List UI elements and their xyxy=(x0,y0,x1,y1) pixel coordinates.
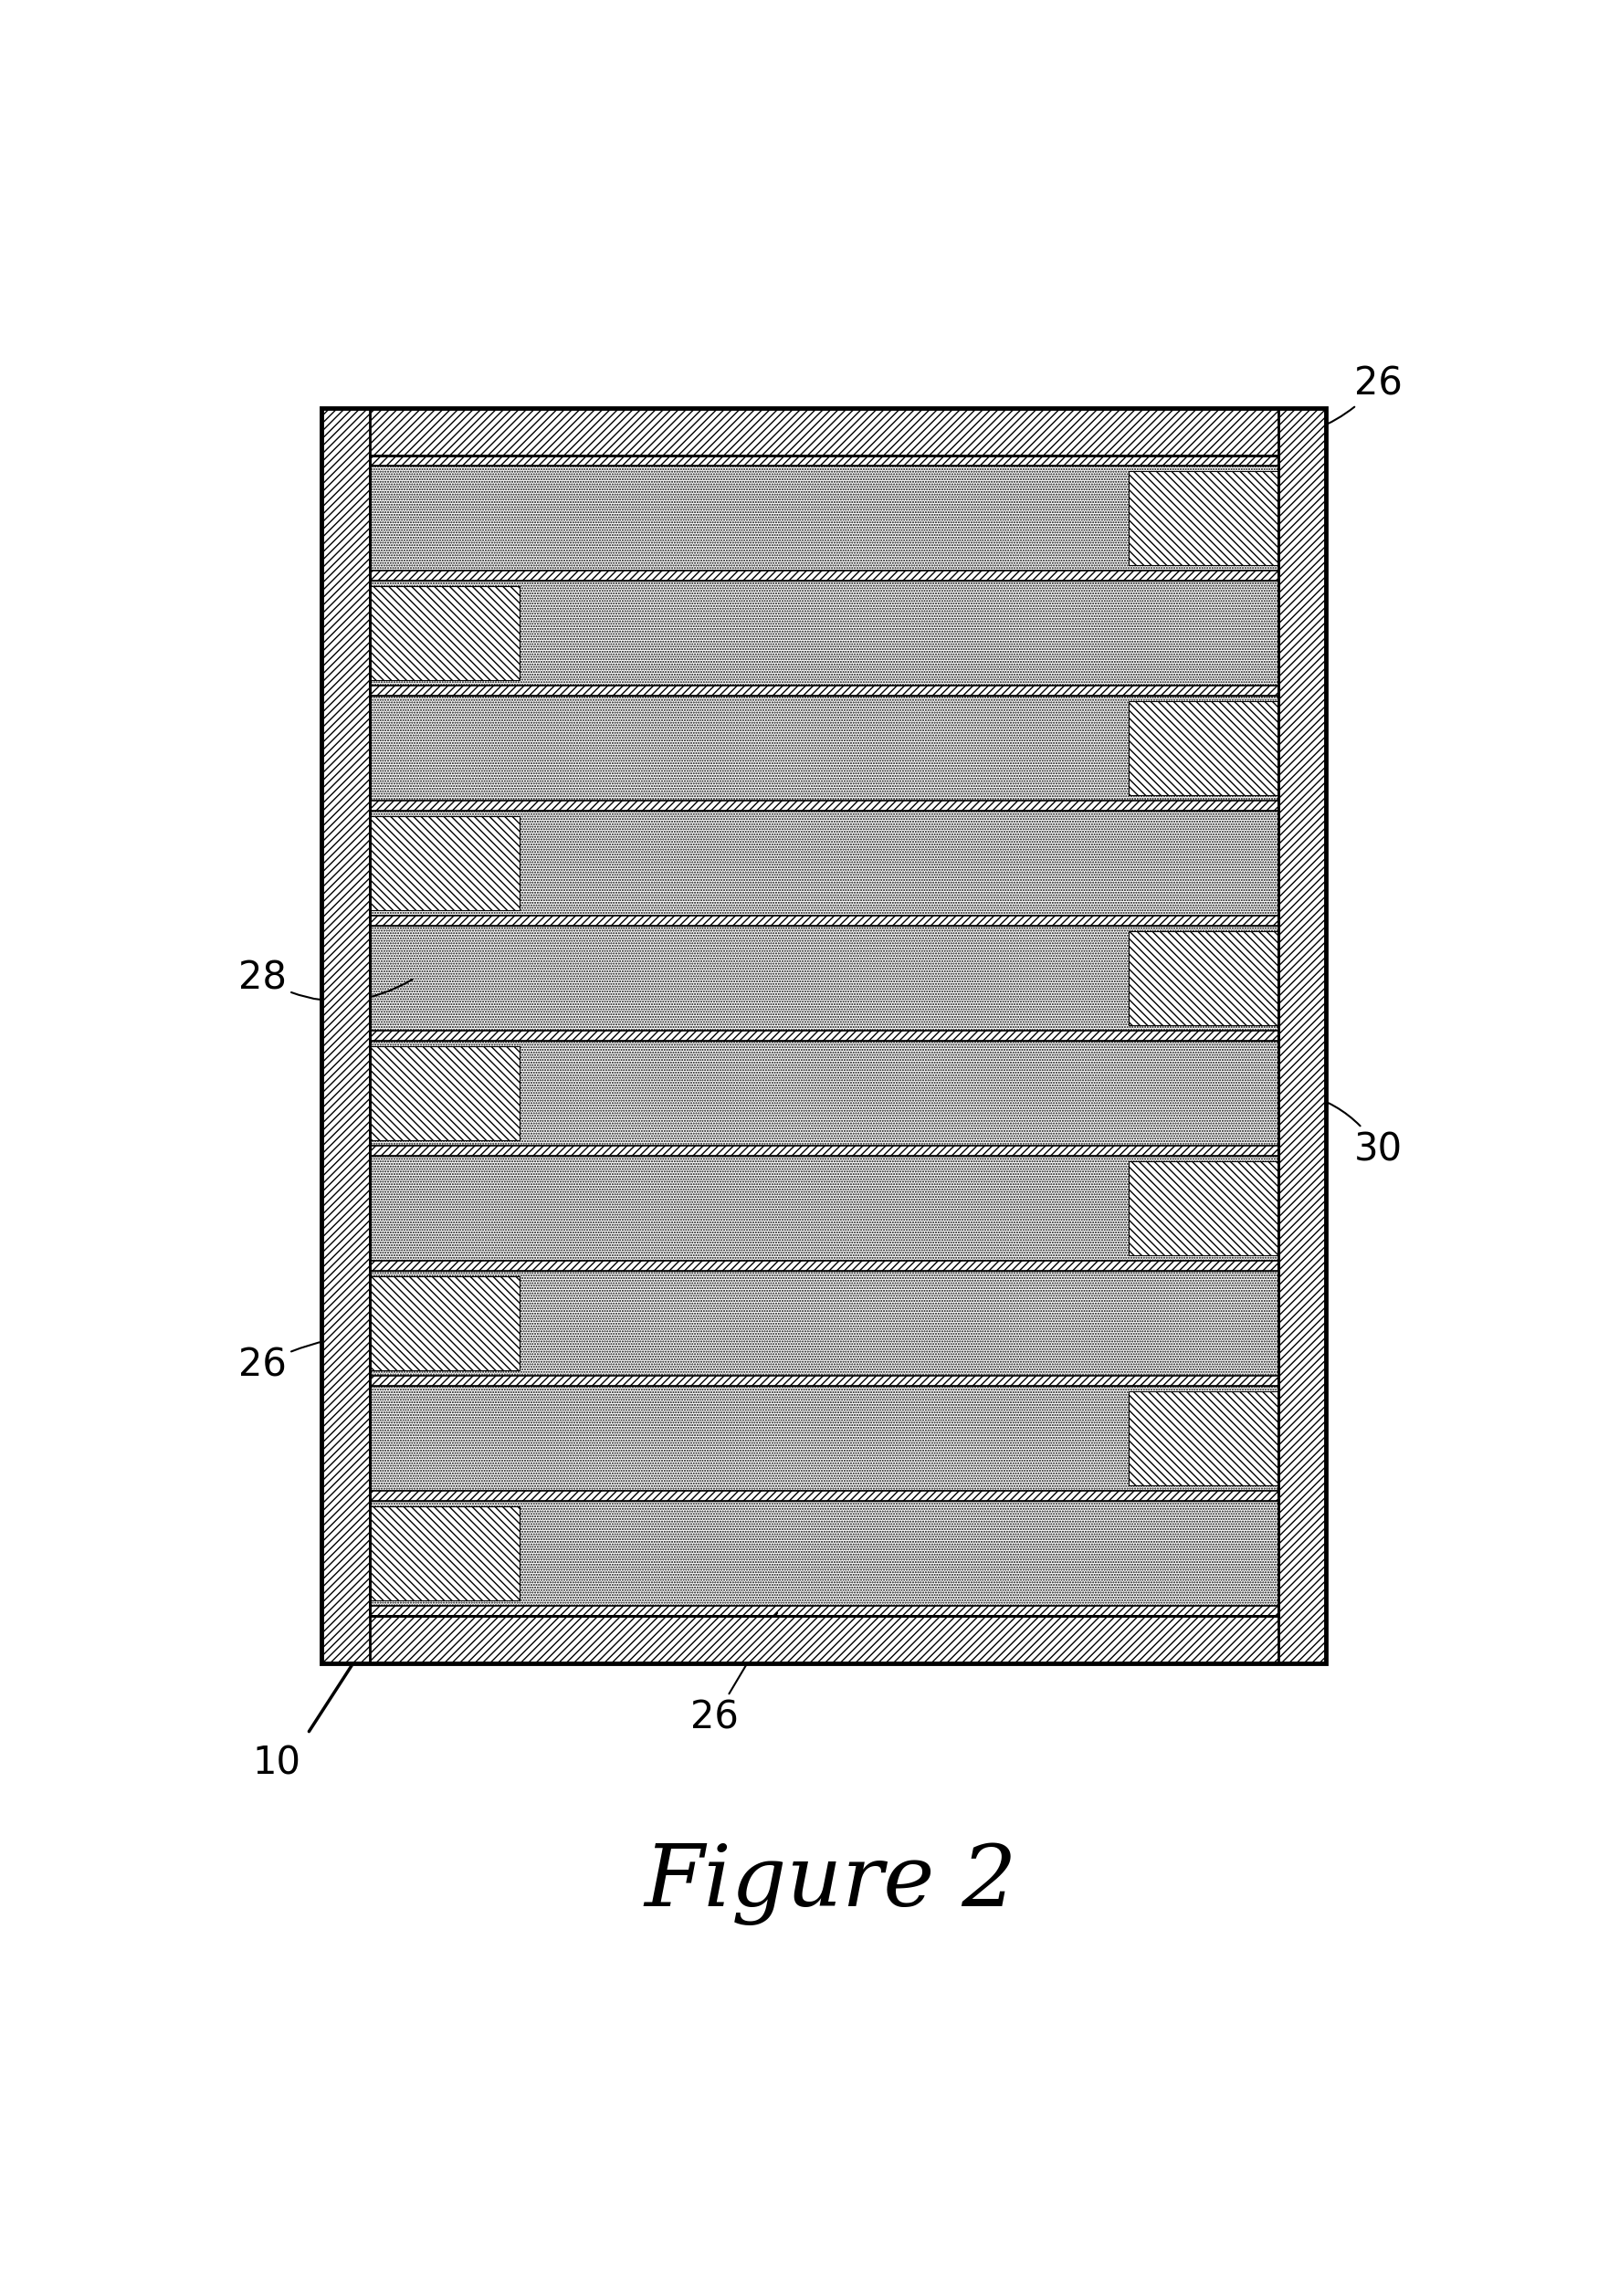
Bar xyxy=(369,569,1277,581)
Text: 26: 26 xyxy=(690,1612,777,1736)
Bar xyxy=(369,1387,1277,1490)
Bar xyxy=(369,1277,520,1371)
Bar xyxy=(1128,1391,1277,1486)
Bar xyxy=(1128,1162,1277,1256)
Text: 28: 28 xyxy=(238,960,413,1001)
Bar xyxy=(369,1155,1277,1261)
Bar xyxy=(369,1031,1277,1040)
Bar xyxy=(1128,700,1277,794)
Bar xyxy=(369,466,1277,569)
Bar xyxy=(1128,471,1277,565)
Bar xyxy=(369,815,520,909)
Bar xyxy=(369,1506,520,1600)
Bar xyxy=(369,1040,1277,1146)
Text: Figure 2: Figure 2 xyxy=(643,1841,1017,1924)
Text: 30: 30 xyxy=(1303,1093,1402,1169)
Bar xyxy=(322,409,1326,455)
Bar xyxy=(322,1616,1326,1662)
Bar xyxy=(369,1502,1277,1605)
Bar xyxy=(369,585,520,680)
Bar xyxy=(369,925,1277,1031)
Bar xyxy=(369,1605,1277,1616)
Bar xyxy=(369,1375,1277,1387)
Bar xyxy=(369,801,1277,810)
Text: 26: 26 xyxy=(1273,365,1402,439)
Bar xyxy=(369,455,1277,1616)
Bar xyxy=(1277,409,1326,1662)
Bar xyxy=(369,1490,1277,1502)
Bar xyxy=(1128,932,1277,1026)
Bar xyxy=(369,687,1277,696)
Bar xyxy=(322,409,369,1662)
Bar xyxy=(322,409,1326,1662)
Text: 10: 10 xyxy=(253,1745,301,1782)
Bar xyxy=(369,1047,520,1141)
Bar xyxy=(369,810,1277,916)
Bar xyxy=(369,696,1277,801)
Bar xyxy=(369,455,1277,466)
Bar xyxy=(369,581,1277,687)
Bar xyxy=(369,1272,1277,1375)
Text: 26: 26 xyxy=(238,1334,442,1384)
Bar xyxy=(369,455,1277,1616)
Bar xyxy=(369,1261,1277,1272)
Bar xyxy=(369,1146,1277,1155)
Bar xyxy=(369,916,1277,925)
